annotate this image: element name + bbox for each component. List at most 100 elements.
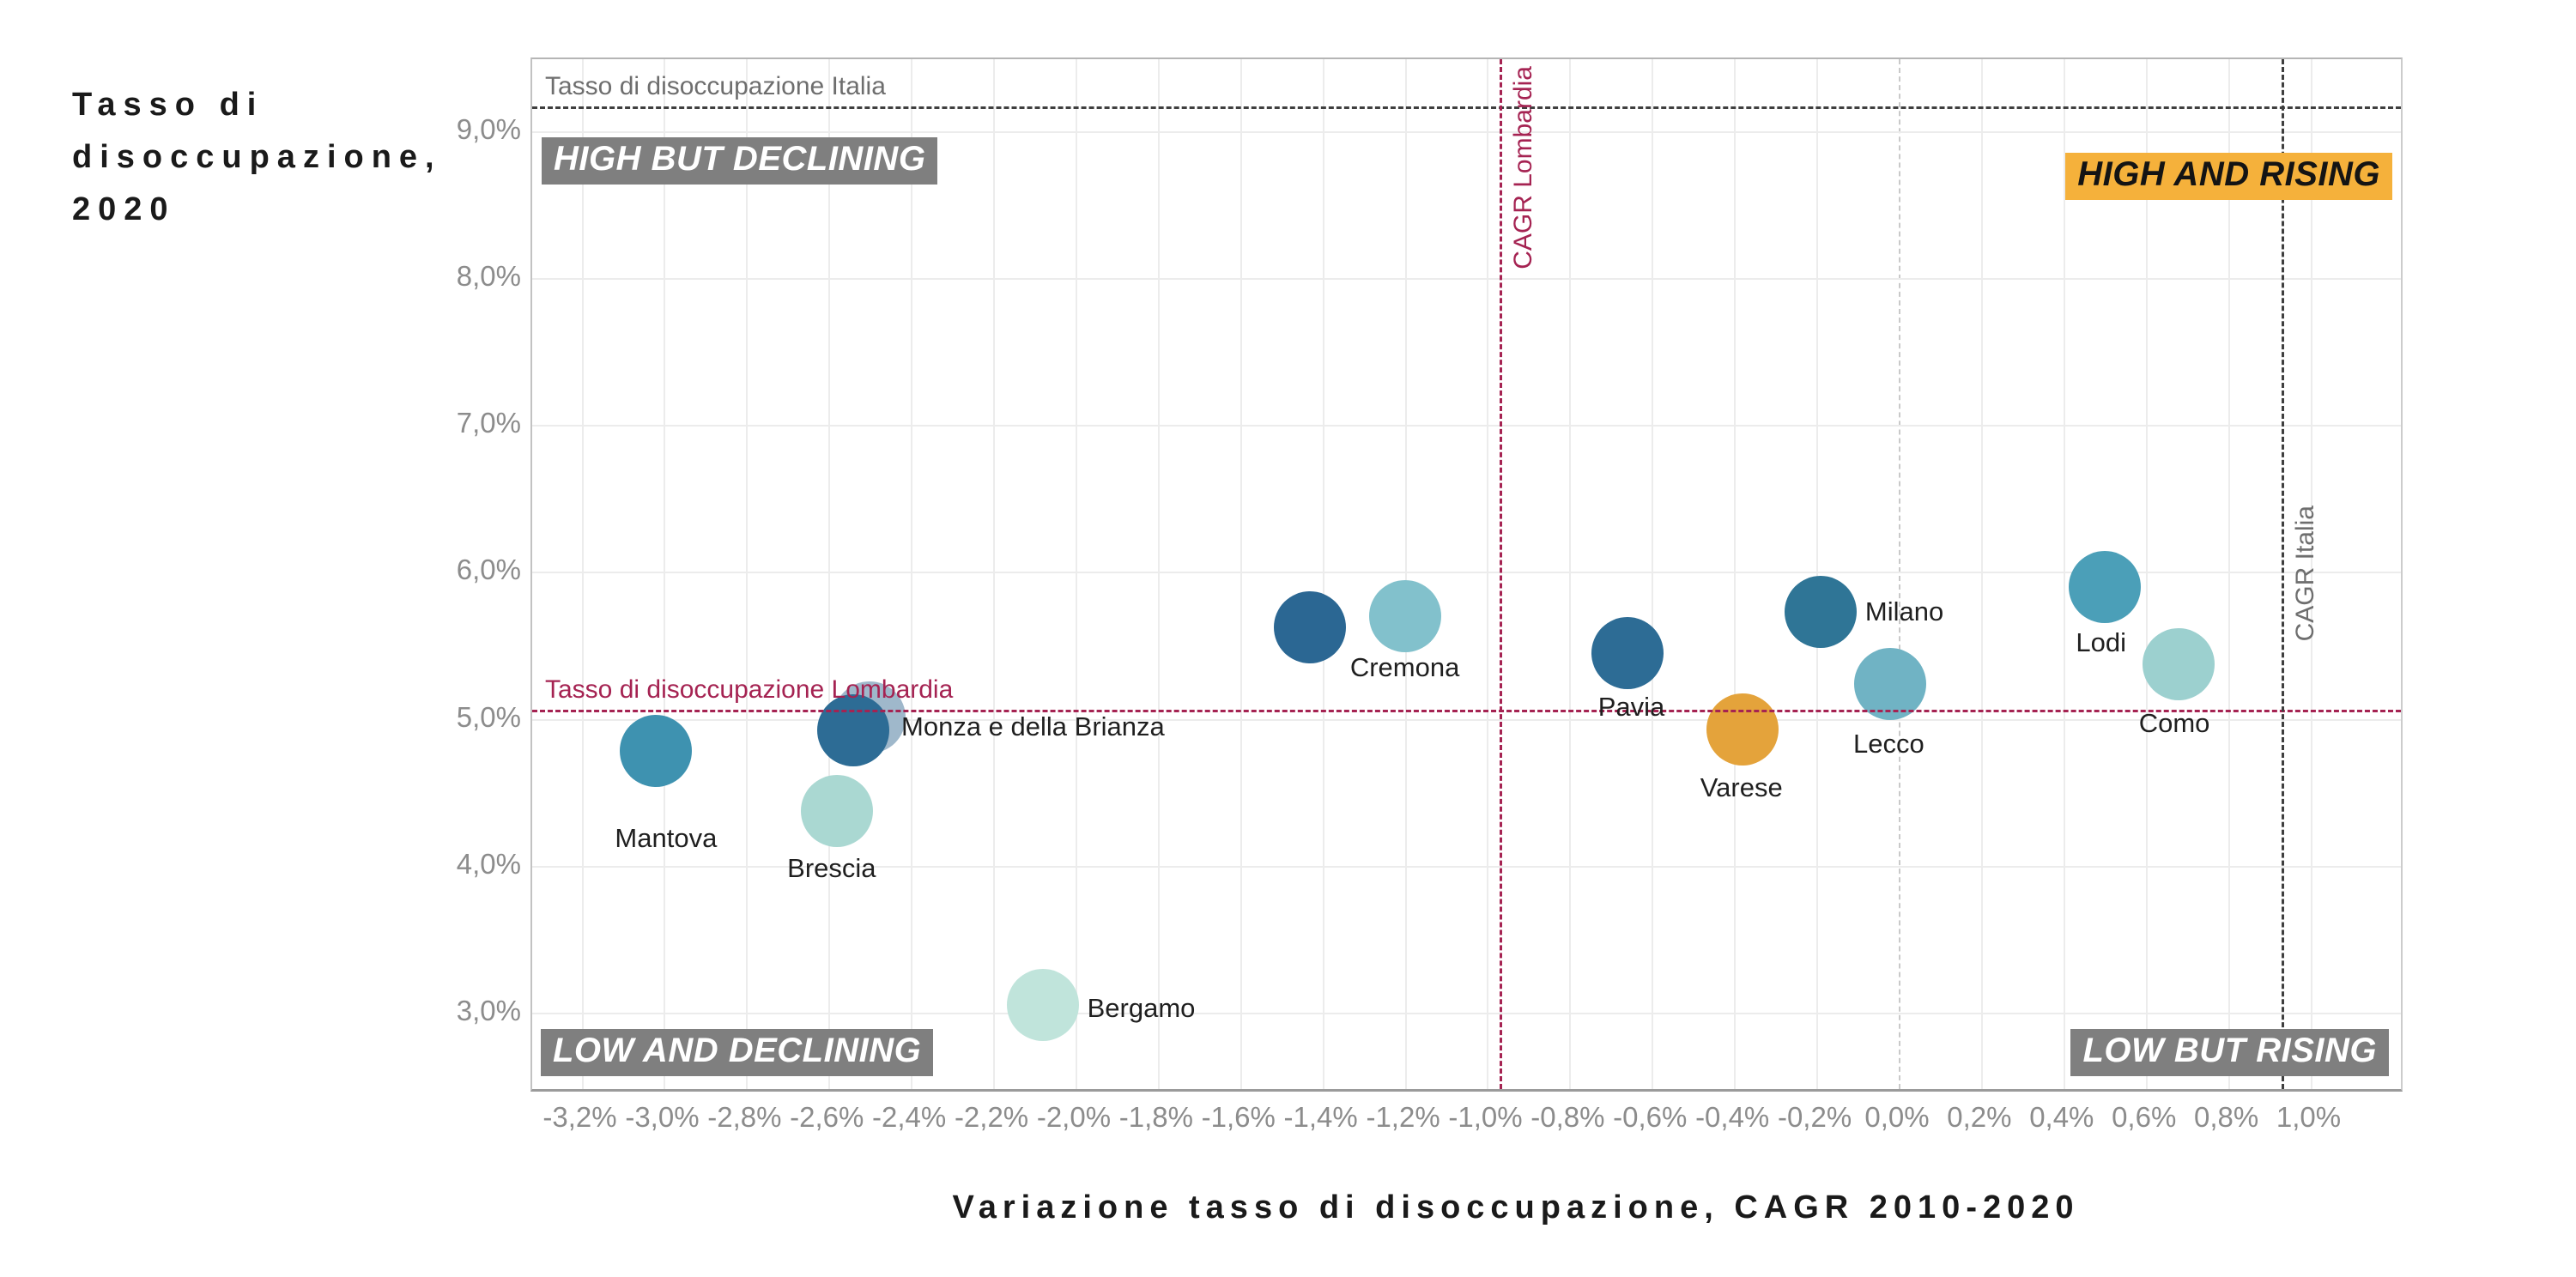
gridline-vertical	[1569, 59, 1572, 1089]
bubble-lecco[interactable]	[1854, 647, 1927, 720]
y-tick-label: 4,0%	[456, 847, 521, 880]
plot-area: Mantova Monza e della Brianza Brescia Berga…	[530, 57, 2403, 1092]
ref-line-tasso-lombardia	[532, 710, 2401, 713]
bubble-brescia[interactable]	[800, 775, 873, 848]
gridline-vertical	[1816, 59, 1819, 1089]
gridline-horizontal	[532, 572, 2401, 574]
y-axis-title-line3: 2020	[72, 191, 176, 227]
bubble-lodi[interactable]	[2068, 550, 2141, 623]
ref-line-tasso-italia	[532, 106, 2401, 109]
bubble-milano[interactable]	[1784, 575, 1857, 648]
gridline-vertical	[1980, 59, 1983, 1089]
ref-line-cagr-italia	[2281, 59, 2284, 1089]
x-tick-label: 0,2%	[1947, 1101, 2012, 1133]
gridline-horizontal	[532, 718, 2401, 721]
gridline-vertical	[1898, 59, 1900, 1089]
y-axis-title: Tasso di disoccupazione, 2020	[72, 79, 442, 236]
point-label-como: Como	[2138, 708, 2210, 739]
x-tick-label: -0,8%	[1530, 1101, 1605, 1133]
ref-line-label-cagr-lombardia: CAGR Lombardia	[1508, 66, 1537, 269]
gridline-vertical	[2227, 59, 2230, 1089]
quadrant-label-high-and-rising: HIGH AND RISING	[2065, 153, 2392, 200]
x-tick-label: -2,2%	[954, 1101, 1029, 1133]
point-label-cremona: Cremona	[1349, 651, 1460, 682]
y-tick-label: 6,0%	[456, 554, 521, 586]
y-tick-label: 5,0%	[456, 700, 521, 733]
x-tick-label: -2,6%	[790, 1101, 864, 1133]
ref-line-label-tasso-lombardia: Tasso di disoccupazione Lombardia	[545, 675, 954, 705]
quadrant-label-high-but-declining: HIGH BUT DECLINING	[542, 137, 938, 185]
gridline-vertical	[1404, 59, 1407, 1089]
point-label-mantova: Mantova	[615, 823, 718, 854]
x-tick-label: 0,6%	[2112, 1101, 2177, 1133]
gridline-vertical	[1075, 59, 1077, 1089]
gridline-vertical	[1734, 59, 1737, 1089]
quadrant-label-low-and-declining: LOW AND DECLINING	[541, 1029, 934, 1076]
ref-line-label-cagr-italia: CAGR Italia	[2290, 505, 2319, 642]
gridline-vertical	[993, 59, 996, 1089]
x-tick-label: -1,8%	[1118, 1101, 1193, 1133]
x-tick-label: -0,2%	[1777, 1101, 1852, 1133]
y-tick-label: 3,0%	[456, 994, 521, 1026]
point-label-pavia: Pavia	[1597, 691, 1665, 722]
point-label-lecco: Lecco	[1853, 728, 1924, 759]
y-axis-title-line1: Tasso di	[72, 87, 264, 123]
gridline-vertical	[2145, 59, 2148, 1089]
gridline-horizontal	[532, 130, 2401, 133]
y-axis-title-line2: disoccupazione,	[72, 139, 442, 175]
x-tick-label: -1,4%	[1283, 1101, 1358, 1133]
bubble-bergamo[interactable]	[1006, 969, 1079, 1042]
x-tick-label: 0,4%	[2029, 1101, 2094, 1133]
ref-line-label-tasso-italia: Tasso di disoccupazione Italia	[545, 71, 886, 100]
gridline-vertical	[581, 59, 584, 1089]
gridline-vertical	[1240, 59, 1242, 1089]
point-label-brescia: Brescia	[787, 853, 876, 884]
x-tick-label: 1,0%	[2276, 1101, 2342, 1133]
x-tick-label: -1,0%	[1448, 1101, 1523, 1133]
bubble-unlabeled-dark[interactable]	[1274, 591, 1347, 664]
gridline-vertical	[664, 59, 666, 1089]
x-tick-label: -3,2%	[542, 1101, 617, 1133]
gridline-vertical	[1487, 59, 1489, 1089]
gridline-vertical	[828, 59, 831, 1089]
quadrant-label-low-but-rising: LOW BUT RISING	[2070, 1029, 2389, 1076]
point-label-bergamo: Bergamo	[1087, 993, 1196, 1024]
gridline-vertical	[746, 59, 749, 1089]
x-tick-label: -2,4%	[872, 1101, 947, 1133]
gridline-vertical	[1157, 59, 1160, 1089]
x-tick-label: 0,0%	[1864, 1101, 1930, 1133]
gridline-horizontal	[532, 278, 2401, 281]
x-tick-label: -2,8%	[707, 1101, 782, 1133]
bubble-como[interactable]	[2143, 628, 2215, 701]
point-label-lodi: Lodi	[2076, 626, 2127, 657]
bubble-monza[interactable]	[817, 694, 890, 767]
gridline-horizontal	[532, 1012, 2401, 1014]
x-tick-label: -0,4%	[1695, 1101, 1770, 1133]
bubble-pavia[interactable]	[1591, 616, 1664, 689]
x-tick-label: -0,6%	[1613, 1101, 1688, 1133]
point-label-milano: Milano	[1864, 596, 1944, 626]
x-tick-label: 0,8%	[2193, 1101, 2259, 1133]
point-label-monza: Monza e della Brianza	[901, 711, 1165, 742]
gridline-horizontal	[532, 425, 2401, 427]
x-axis-title: Variazione tasso di disoccupazione, CAGR…	[952, 1189, 2080, 1226]
gridline-vertical	[2310, 59, 2312, 1089]
gridline-vertical	[2063, 59, 2065, 1089]
gridline-vertical	[1322, 59, 1324, 1089]
x-tick-label: -1,6%	[1201, 1101, 1276, 1133]
x-tick-label: -3,0%	[625, 1101, 700, 1133]
point-label-varese: Varese	[1700, 772, 1783, 802]
y-tick-label: 8,0%	[456, 260, 521, 293]
ref-line-cagr-lombardia	[1499, 59, 1502, 1089]
y-tick-label: 7,0%	[456, 407, 521, 439]
bubble-varese[interactable]	[1706, 693, 1779, 766]
x-tick-label: -1,2%	[1366, 1101, 1440, 1133]
gridline-vertical	[1652, 59, 1654, 1089]
gridline-vertical	[911, 59, 913, 1089]
x-tick-label: -2,0%	[1036, 1101, 1112, 1133]
gridline-horizontal	[532, 865, 2401, 868]
y-tick-label: 9,0%	[456, 112, 521, 145]
bubble-mantova[interactable]	[619, 715, 692, 788]
bubble-cremona[interactable]	[1368, 579, 1441, 652]
